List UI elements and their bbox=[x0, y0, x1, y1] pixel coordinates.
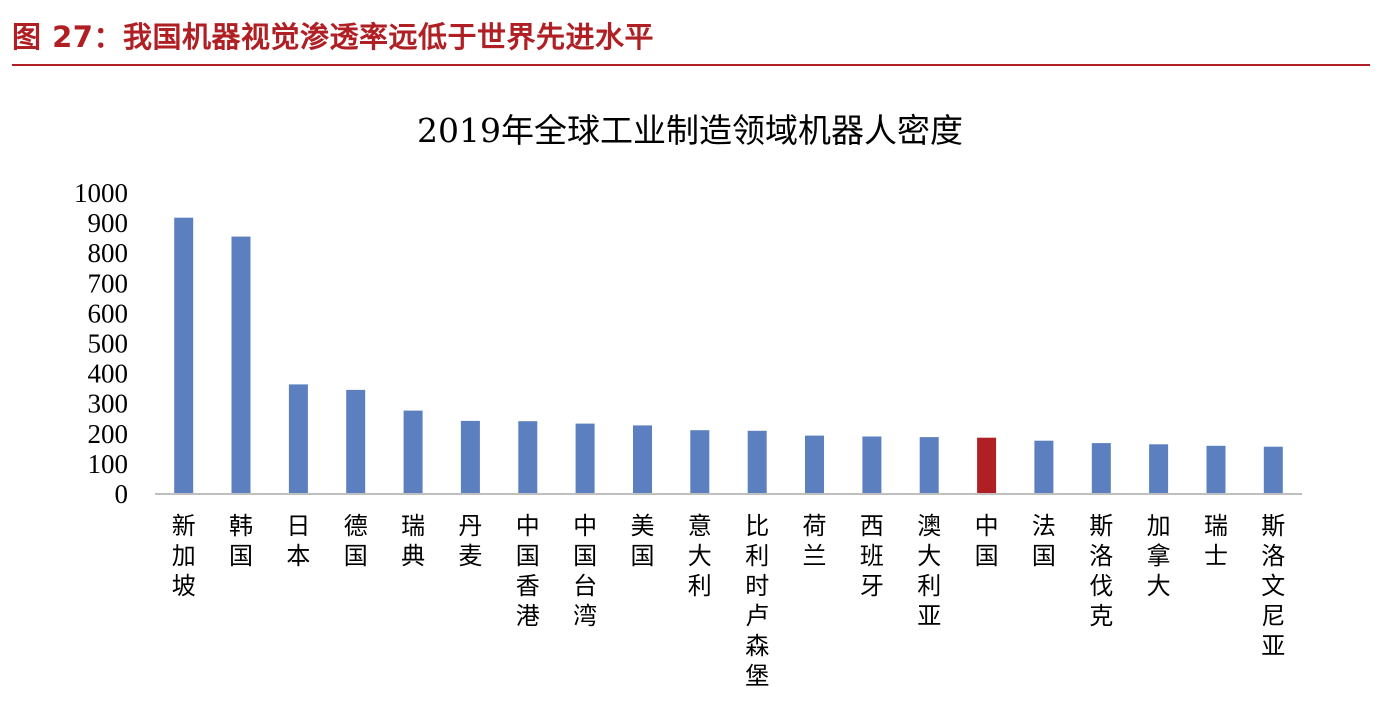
bar-5 bbox=[460, 420, 480, 494]
bar-0 bbox=[174, 217, 194, 494]
x-tick-label: 中国台湾 bbox=[573, 512, 597, 630]
x-tick-label: 西班牙 bbox=[860, 512, 884, 600]
x-tick-label: 德国 bbox=[344, 512, 368, 570]
x-tick-label: 新加坡 bbox=[172, 512, 196, 600]
x-tick-label: 中国 bbox=[975, 512, 999, 570]
x-tick-label: 意大利 bbox=[688, 512, 712, 600]
x-tick-label: 法国 bbox=[1032, 512, 1056, 570]
bar-10 bbox=[747, 430, 767, 494]
y-tick-label: 200 bbox=[88, 419, 129, 449]
y-tick-label: 900 bbox=[88, 208, 129, 238]
x-tick-label: 瑞士 bbox=[1204, 512, 1228, 570]
x-tick-label: 澳大利亚 bbox=[917, 512, 941, 630]
y-tick-label: 400 bbox=[88, 359, 129, 389]
y-tick-label: 0 bbox=[115, 479, 129, 509]
y-tick-label: 1000 bbox=[74, 178, 128, 208]
x-tick-label: 瑞典 bbox=[401, 512, 425, 570]
y-tick-label: 100 bbox=[88, 449, 129, 479]
bar-11 bbox=[805, 435, 824, 494]
x-tick-label: 韩国 bbox=[229, 512, 253, 570]
bar-6 bbox=[518, 421, 538, 494]
x-tick-label: 日本 bbox=[286, 512, 310, 570]
x-tick-label: 美国 bbox=[631, 512, 655, 570]
x-tick-label: 丹麦 bbox=[458, 512, 482, 570]
y-tick-label: 500 bbox=[88, 329, 129, 359]
bar-14 bbox=[977, 437, 997, 494]
bar-7 bbox=[575, 423, 595, 494]
y-tick-label: 300 bbox=[88, 389, 129, 419]
x-tick-label: 中国香港 bbox=[516, 512, 540, 630]
x-tick-label: 比利时卢森堡 bbox=[745, 512, 769, 690]
bar-series bbox=[174, 217, 1283, 494]
bar-15 bbox=[1034, 440, 1054, 494]
bar-19 bbox=[1263, 446, 1283, 494]
figure-caption: 图 27：我国机器视觉渗透率远低于世界先进水平 bbox=[12, 20, 654, 54]
x-tick-label: 斯洛文尼亚 bbox=[1261, 512, 1285, 660]
bar-13 bbox=[919, 437, 939, 494]
bar-9 bbox=[690, 430, 710, 494]
bar-3 bbox=[346, 389, 366, 494]
bar-4 bbox=[403, 410, 423, 494]
y-tick-label: 700 bbox=[88, 268, 129, 298]
x-tick-label: 加拿大 bbox=[1147, 512, 1171, 600]
bar-16 bbox=[1091, 443, 1111, 494]
bar-12 bbox=[862, 436, 882, 494]
bar-1 bbox=[231, 236, 251, 494]
x-tick-label: 荷兰 bbox=[803, 512, 827, 570]
chart-title: 2019年全球工业制造领域机器人密度 bbox=[417, 111, 963, 150]
bar-2 bbox=[288, 384, 308, 494]
caption-divider bbox=[12, 64, 1370, 66]
bar-17 bbox=[1149, 444, 1169, 494]
y-tick-label: 600 bbox=[88, 298, 129, 328]
bar-18 bbox=[1206, 445, 1226, 494]
bar-8 bbox=[633, 425, 652, 494]
x-tick-label: 斯洛伐克 bbox=[1089, 512, 1113, 630]
y-tick-label: 800 bbox=[88, 238, 129, 268]
